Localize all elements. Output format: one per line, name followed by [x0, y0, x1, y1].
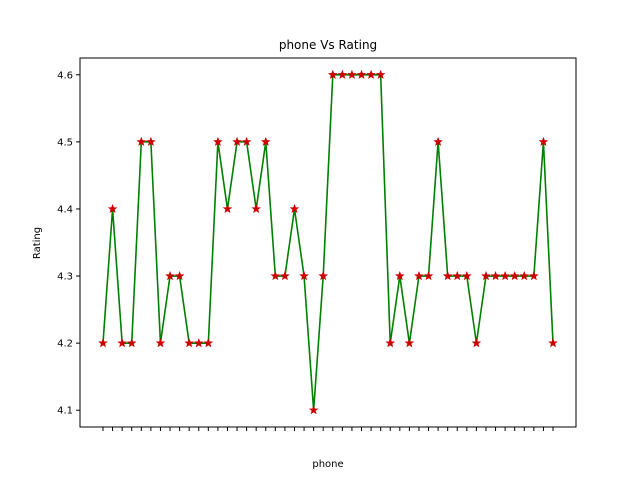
data-point-marker [538, 136, 549, 146]
data-point-marker [452, 271, 463, 281]
x-axis-label: phone [312, 459, 343, 470]
y-tick-label: 4.5 [57, 137, 73, 148]
data-point-marker [155, 338, 166, 348]
data-point-marker [241, 136, 252, 146]
series-layer [98, 69, 558, 415]
data-point-marker [270, 271, 281, 281]
data-point-marker [308, 405, 319, 415]
data-point-marker [174, 271, 185, 281]
data-point-marker [509, 271, 520, 281]
data-point-marker [299, 271, 309, 281]
y-axis-label: Rating [32, 227, 43, 259]
data-point-marker [500, 271, 510, 281]
data-point-marker [136, 136, 147, 146]
data-point-marker [318, 271, 329, 281]
data-point-marker [260, 136, 271, 146]
y-tick-label: 4.1 [57, 406, 73, 417]
y-tick-label: 4.3 [57, 272, 73, 283]
data-point-marker [385, 338, 396, 348]
data-point-marker [165, 271, 175, 281]
y-tick-label: 4.4 [57, 204, 73, 215]
data-point-marker [366, 69, 376, 79]
data-point-marker [529, 271, 539, 281]
y-tick-label: 4.2 [57, 339, 73, 350]
y-tick-label: 4.6 [57, 70, 73, 81]
y-axis: 4.1 4.2 4.3 4.4 4.5 4.6 [57, 70, 80, 417]
data-point-marker [490, 271, 501, 281]
data-point-marker [117, 338, 127, 348]
data-point-marker [193, 338, 204, 348]
data-point-marker [433, 136, 443, 146]
x-axis [102, 427, 554, 431]
data-point-marker [327, 69, 338, 79]
data-point-marker [548, 338, 558, 348]
data-point-marker [395, 271, 405, 281]
data-point-marker [203, 338, 214, 348]
plot-frame [79, 57, 577, 428]
data-point-marker [251, 203, 261, 214]
data-point-marker [107, 203, 118, 214]
data-point-marker [471, 338, 482, 348]
data-point-marker [356, 69, 367, 79]
data-point-marker [375, 69, 386, 79]
data-point-marker [519, 271, 530, 281]
data-point-marker [442, 271, 453, 281]
data-point-marker [414, 271, 424, 281]
data-point-marker [423, 271, 434, 281]
data-point-marker [481, 271, 491, 281]
data-point-marker [462, 271, 472, 281]
data-point-marker [404, 338, 415, 348]
data-point-marker [347, 69, 357, 79]
data-point-marker [126, 338, 137, 348]
data-point-marker [222, 203, 233, 214]
data-point-marker [98, 338, 108, 348]
data-point-marker [280, 271, 290, 281]
data-point-marker [232, 136, 242, 146]
data-point-marker [289, 203, 300, 214]
data-point-marker [184, 338, 194, 348]
chart-title: phone Vs Rating [279, 38, 377, 52]
data-point-marker [213, 136, 223, 146]
data-point-marker [337, 69, 348, 79]
data-point-marker [146, 136, 156, 146]
